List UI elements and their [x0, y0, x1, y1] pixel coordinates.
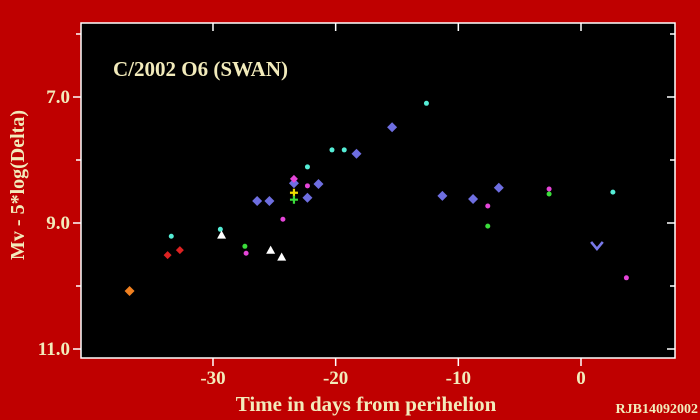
x-tick-label: -20 [323, 368, 348, 389]
data-points [124, 100, 629, 297]
marker-cyan-dot [168, 233, 174, 239]
y-tick-label: 9.0 [46, 213, 70, 234]
credit-text: RJB14092002 [616, 402, 698, 417]
marker-magenta-diamond [289, 174, 298, 183]
marker-white-triangle [217, 230, 227, 239]
marker-cyan-dot [423, 100, 429, 106]
marker-cyan-dot [341, 147, 347, 153]
marker-magenta-dot [485, 203, 491, 209]
marker-magenta-dot [623, 275, 629, 281]
marker-white-triangle [277, 252, 287, 261]
marker-cyan-dot [329, 147, 335, 153]
marker-green-dot [485, 223, 491, 229]
marker-magenta-dot [546, 186, 552, 192]
marker-blue-diamond [437, 190, 448, 201]
marker-blue-diamond [264, 195, 275, 206]
y-axis-label: Mv - 5*log(Delta) [7, 110, 29, 260]
marker-blue-diamond [493, 182, 504, 193]
marker-blue-diamond [288, 178, 299, 189]
x-tick-label: -10 [446, 368, 471, 389]
marker-magenta-dot [304, 183, 310, 189]
chart-title: C/2002 O6 (SWAN) [113, 57, 288, 81]
x-tick-label: -30 [200, 368, 225, 389]
y-tick-label: 11.0 [38, 339, 70, 360]
marker-red-diamond [175, 246, 184, 255]
plot-area [80, 22, 676, 359]
marker-blue-diamond [387, 122, 398, 133]
marker-green-dot [242, 243, 248, 249]
marker-blue-diamond [468, 194, 479, 205]
marker-orange-diamond [124, 286, 135, 297]
marker-yellow-plus [289, 188, 298, 197]
marker-blue-diamond [302, 192, 313, 203]
marker-white-triangle [266, 245, 276, 254]
y-tick-label: 7.0 [46, 87, 70, 108]
marker-green-dot [546, 191, 552, 197]
marker-cyan-dot [610, 189, 616, 195]
marker-cyan-dot [217, 226, 223, 232]
marker-red-diamond [163, 251, 172, 260]
x-tick-label: 0 [576, 368, 586, 389]
x-axis-label: Time in days from perihelion [236, 392, 497, 416]
marker-magenta-dot [243, 250, 249, 256]
marker-blue-diamond [351, 148, 362, 159]
marker-blue-diamond [313, 178, 324, 189]
marker-magenta-dot [280, 216, 286, 222]
marker-green-plus [289, 195, 298, 204]
marker-blue-chevron-down [590, 241, 604, 251]
axis-ticks: -30 -20 -10 0 7.0 9.0 11.0 [38, 23, 675, 389]
marker-cyan-dot [304, 164, 310, 170]
marker-blue-diamond [252, 195, 263, 206]
